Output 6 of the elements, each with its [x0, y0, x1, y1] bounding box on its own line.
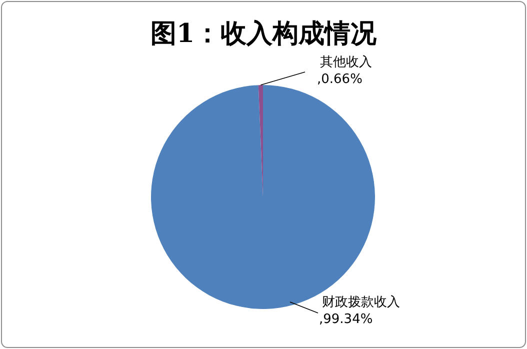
- data-label: ,0.66%: [317, 72, 362, 87]
- slice-label: 财政拨款收入: [322, 295, 400, 310]
- data-label: ,99.34%: [319, 312, 373, 327]
- chart-title: 图1：收入构成情况: [150, 19, 378, 49]
- pie-slice: [151, 85, 375, 309]
- slice-label: 其他收入: [320, 55, 372, 70]
